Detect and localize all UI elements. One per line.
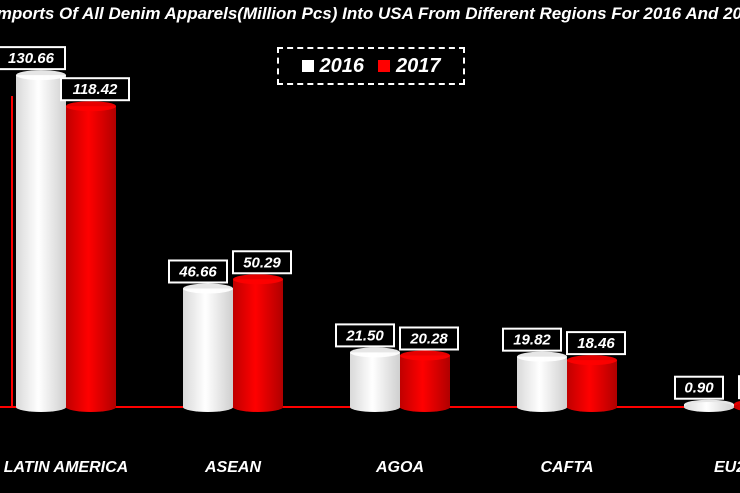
data-label-box-2016-agoa	[335, 323, 395, 348]
legend-swatch-2017	[378, 60, 390, 72]
bar-base-2017-agoa	[400, 402, 450, 412]
data-label-box-2017-asean	[232, 250, 292, 275]
legend-swatch-2016	[301, 60, 314, 72]
category-label-eu27: EU27	[714, 459, 740, 476]
data-label-box-2016-latin-america	[0, 46, 66, 71]
legend-item-2016: 2016	[301, 54, 365, 78]
category-label-latin-america: LATIN AMERICA	[4, 459, 128, 476]
bar-top-2017-latin-america	[66, 101, 116, 112]
bar-top-2016-latin-america	[16, 70, 66, 81]
bar-2017-agoa	[400, 355, 450, 407]
bar-2016-agoa	[350, 352, 400, 407]
bar-2016-latin-america	[16, 75, 66, 407]
data-label-box-2017-agoa	[399, 326, 459, 351]
bar-base-2017-eu27	[734, 403, 740, 411]
bar-2017-asean	[233, 279, 283, 407]
bar-base-2016-asean	[183, 402, 233, 412]
data-label-box-2017-cafta	[566, 331, 626, 356]
bar-base-2017-cafta	[567, 402, 617, 412]
data-label-box-2017-latin-america	[60, 77, 130, 102]
bar-top-2017-asean	[233, 274, 283, 285]
legend-label-2017: 2017	[396, 54, 441, 77]
bar-top-2016-asean	[183, 283, 233, 294]
bar-base-2016-agoa	[350, 402, 400, 412]
data-label-2016-latin-america: 130.66	[8, 50, 55, 67]
bar-base-2017-latin-america	[66, 402, 116, 412]
legend-label-2016: 2016	[319, 54, 365, 77]
bar-2016-cafta	[517, 356, 567, 407]
category-label-asean: ASEAN	[204, 459, 261, 476]
data-label-2016-agoa: 21.50	[345, 327, 384, 344]
data-label-2016-asean: 46.66	[178, 263, 217, 280]
bar-2017-cafta	[567, 360, 617, 407]
bar-base-2016-cafta	[517, 402, 567, 412]
data-label-box-2016-cafta	[502, 327, 562, 352]
category-label-agoa: AGOA	[375, 459, 424, 476]
data-label-2016-cafta: 19.82	[513, 332, 551, 349]
chart-title: Imports Of All Denim Apparels(Million Pc…	[0, 4, 740, 23]
data-label-2016-eu27: 0.90	[684, 380, 714, 397]
data-label-2017-asean: 50.29	[243, 254, 281, 271]
bar-base-2016-eu27	[684, 402, 734, 412]
bar-base-2016-latin-america	[16, 402, 66, 412]
bar-top-2017-agoa	[400, 350, 450, 361]
bar-2017-latin-america	[66, 106, 116, 408]
bar-top-2017-cafta	[567, 355, 617, 366]
legend-item-2017: 2017	[378, 55, 441, 78]
bar-top-2016-agoa	[350, 347, 400, 358]
legend: 2016 2017	[277, 47, 465, 85]
data-label-box-2016-eu27	[674, 375, 724, 400]
data-label-2017-cafta: 18.46	[577, 335, 615, 352]
data-label-2017-latin-america: 118.42	[73, 81, 118, 98]
category-label-cafta: CAFTA	[540, 459, 593, 476]
data-label-2017-agoa: 20.28	[409, 330, 448, 347]
bar-top-2016-cafta	[517, 351, 567, 362]
data-label-box-2016-asean	[168, 259, 228, 284]
bar-base-2017-asean	[233, 402, 283, 412]
bar-2016-asean	[183, 288, 233, 407]
